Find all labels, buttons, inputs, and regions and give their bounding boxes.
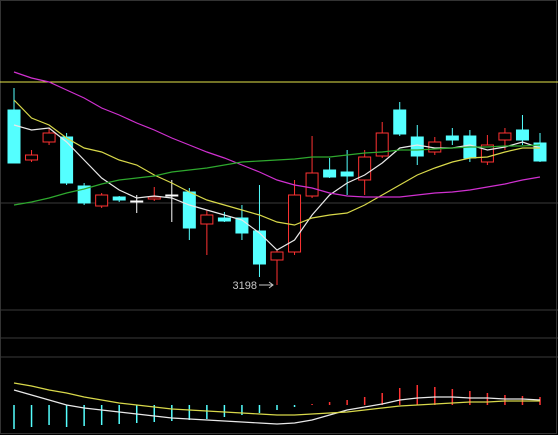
candle-body <box>112 196 126 201</box>
annotation-arrowhead <box>268 281 274 289</box>
candle-body <box>410 136 424 157</box>
candle-body <box>7 109 21 164</box>
ma-line <box>13 71 541 198</box>
candle-body <box>252 230 266 265</box>
ma-line <box>13 382 540 416</box>
candle-body <box>60 136 74 184</box>
candle-body <box>393 109 407 135</box>
candle-body <box>358 156 372 181</box>
candle-body <box>375 132 389 157</box>
candle-body <box>445 135 459 141</box>
candle-body <box>340 171 354 177</box>
candle-body <box>147 196 161 200</box>
ma-line <box>13 389 541 425</box>
candle-body <box>305 172 319 197</box>
candle-body <box>200 214 214 225</box>
candle-body <box>165 194 179 197</box>
candle-body <box>323 169 337 178</box>
ma-line <box>13 99 540 226</box>
candle-body <box>95 194 109 207</box>
candle-body <box>25 154 39 161</box>
candle-body <box>270 251 284 261</box>
candle-body <box>498 132 512 141</box>
candle-body <box>515 129 529 141</box>
low-annotation: 3198 <box>233 280 257 292</box>
candle-body <box>182 191 196 229</box>
candle-body <box>130 200 144 203</box>
candle-body <box>42 132 56 143</box>
candle-body <box>217 217 231 222</box>
ma-line <box>13 144 541 206</box>
